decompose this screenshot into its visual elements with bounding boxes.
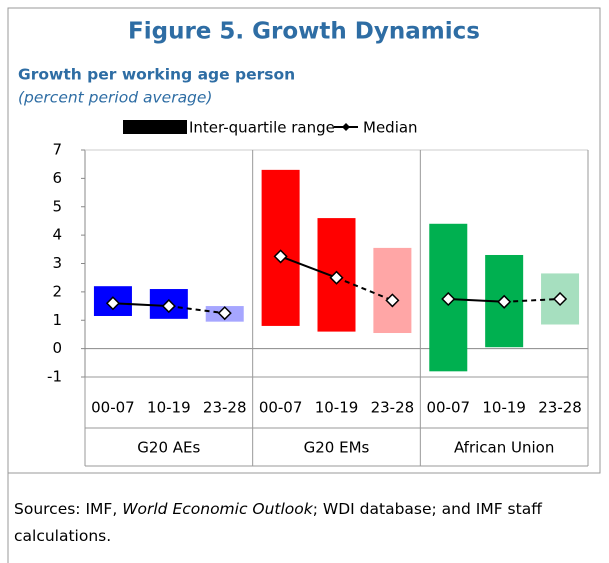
median-segment (336, 276, 393, 302)
y-tick-label: 2 (52, 282, 62, 300)
median-marker (217, 306, 232, 321)
bar (373, 247, 412, 334)
x-tick-label: 23-28 (538, 399, 582, 417)
median-marker (105, 296, 121, 311)
x-tick-label: 00-07 (91, 399, 135, 417)
legend-label: Median (363, 119, 418, 137)
x-tick-label: 23-28 (371, 399, 415, 417)
sources-text: ; WDI database; and IMF staff calculatio… (14, 500, 542, 545)
group-label: African Union (454, 439, 554, 457)
median-segment (112, 302, 169, 308)
legend-swatch (123, 120, 187, 134)
median-marker (552, 291, 568, 307)
median-segment (168, 305, 225, 315)
median-marker (273, 249, 288, 264)
median-marker (385, 293, 400, 308)
sources-text: Sources: IMF, (14, 500, 123, 518)
median-marker (497, 294, 512, 309)
chart-title: Figure 5. Growth Dynamics (128, 19, 480, 45)
y-tick-label: 4 (52, 226, 62, 244)
y-tick-label: 7 (52, 141, 62, 159)
y-tick-label: 0 (52, 339, 62, 357)
median-segment (448, 297, 505, 303)
median-marker (329, 270, 344, 285)
y-tick-label: 6 (52, 169, 62, 187)
y-tick-label: 5 (52, 197, 62, 215)
x-tick-label: 10-19 (315, 399, 359, 417)
legend-label: Inter-quartile range (189, 119, 335, 137)
median-segment (504, 297, 561, 303)
x-tick-label: 10-19 (482, 399, 526, 417)
x-tick-label: 23-28 (203, 399, 247, 417)
bar (261, 169, 300, 326)
median-marker (441, 291, 456, 307)
subtitle: Growth per working age person (18, 66, 295, 84)
x-tick-label: 00-07 (259, 399, 303, 417)
median-segment (280, 255, 337, 279)
group-label: G20 EMs (304, 439, 370, 457)
y-tick-label: 1 (52, 311, 62, 329)
group-label: G20 AEs (137, 439, 200, 457)
median-marker (161, 299, 176, 314)
frame (7, 7, 601, 474)
sources-italic: World Economic Outlook (122, 500, 313, 518)
x-tick-label: 00-07 (426, 399, 470, 417)
legend-marker (342, 123, 350, 131)
x-tick-label: 10-19 (147, 399, 191, 417)
y-tick-label: -1 (47, 368, 62, 386)
y-tick-label: 3 (52, 254, 62, 272)
unit-note: (percent period average) (18, 89, 212, 107)
sources: Sources: IMF, World Economic Outlook; WD… (14, 496, 599, 550)
